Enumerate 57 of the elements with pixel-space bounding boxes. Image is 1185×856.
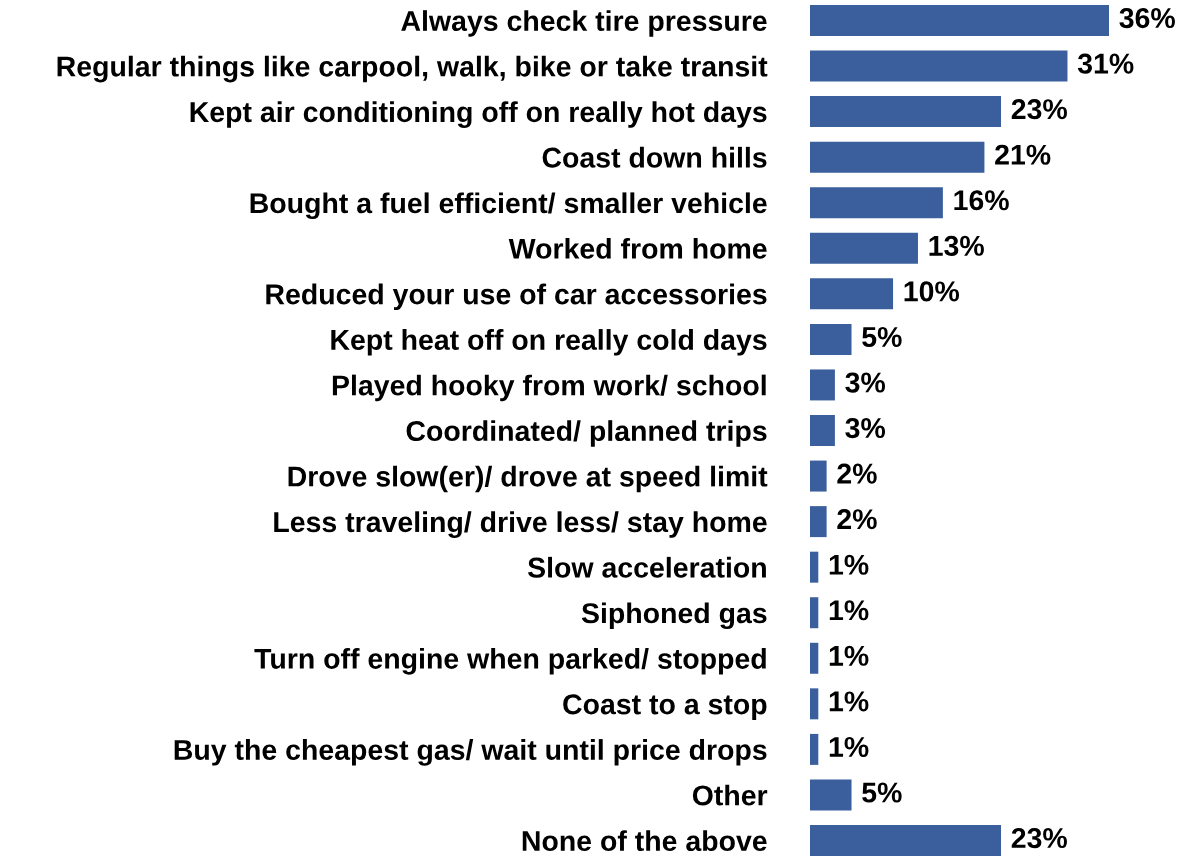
data-label: 36% xyxy=(1119,7,1175,29)
y-tick-label: Slow acceleration xyxy=(527,556,766,578)
data-label: 31% xyxy=(1077,53,1134,74)
data-label: 2% xyxy=(837,463,877,484)
data-label: 16% xyxy=(954,190,1009,211)
data-label: 5% xyxy=(862,782,902,803)
bar xyxy=(810,825,1002,856)
data-label: 3% xyxy=(845,417,886,439)
data-label: 5% xyxy=(862,326,902,348)
bar xyxy=(810,141,985,173)
bar xyxy=(810,597,819,629)
y-tick-label: Regular things like carpool, walk, bike or take transit xyxy=(57,55,768,83)
y-tick-label: Bought a fuel efficient/ smaller vehicle xyxy=(250,192,767,220)
y-tick-label: Played hooky from work/ school xyxy=(332,374,766,402)
bar xyxy=(810,506,827,538)
bar xyxy=(810,551,819,583)
bar xyxy=(810,369,835,401)
y-tick-label: Drove slow(er)/ drove at speed limit xyxy=(288,465,768,493)
data-label: 23% xyxy=(1011,827,1067,849)
data-label: 1% xyxy=(829,600,869,621)
data-label: 10% xyxy=(904,281,960,302)
bar xyxy=(810,232,918,264)
bar xyxy=(810,50,1068,82)
y-tick-label: Turn off engine when parked/ stopped xyxy=(254,647,766,675)
y-tick-label: Always check tire pressure xyxy=(401,10,767,37)
data-label: 1% xyxy=(829,691,869,712)
y-tick-label: Coast down hills xyxy=(542,146,767,168)
y-tick-label: Kept air conditioning off on really hot days xyxy=(190,101,767,128)
data-label: 3% xyxy=(845,372,886,393)
y-tick-label: Other xyxy=(692,784,768,806)
data-label: 21% xyxy=(995,144,1051,165)
bar xyxy=(810,323,852,355)
y-tick-label: Coordinated/ planned trips xyxy=(406,420,767,447)
data-label: 13% xyxy=(929,235,984,256)
y-tick-label: Coast to a stop xyxy=(563,694,767,721)
data-label: 2% xyxy=(837,509,877,530)
bar xyxy=(810,733,819,765)
data-label: 1% xyxy=(829,554,869,575)
y-tick-label: None of the above xyxy=(522,830,767,852)
y-tick-label: Buy the cheapest gas/ wait until price drops xyxy=(174,739,767,766)
data-label: 1% xyxy=(829,736,869,757)
y-tick-label: Siphoned gas xyxy=(581,602,767,630)
data-label: 1% xyxy=(829,645,869,666)
bar xyxy=(810,5,1109,36)
y-tick-label: Worked from home xyxy=(508,237,767,259)
y-tick-label: Reduced your use of car accessories xyxy=(266,283,767,311)
bar xyxy=(810,187,943,219)
bar xyxy=(810,642,819,674)
bar xyxy=(810,415,835,446)
bar xyxy=(810,96,1002,128)
data-label: 23% xyxy=(1011,99,1067,120)
y-tick-label: Kept heat off on really cold days xyxy=(331,329,767,356)
bar xyxy=(810,688,819,720)
bar xyxy=(810,278,894,310)
bar xyxy=(810,779,852,811)
y-tick-label: Less traveling/ drive less/ stay home xyxy=(274,511,767,538)
bar xyxy=(810,460,827,492)
